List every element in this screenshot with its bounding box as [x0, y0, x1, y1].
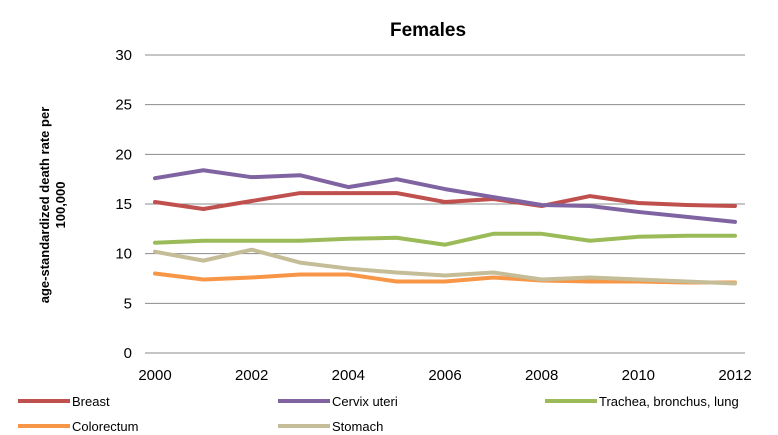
legend-item-colorectum: Colorectum [18, 419, 138, 434]
x-tick-label: 2000 [138, 367, 171, 384]
y-tick-label: 0 [124, 345, 132, 362]
x-tick-label: 2010 [622, 367, 655, 384]
x-tick-label: 2006 [428, 367, 461, 384]
x-tick-label: 2012 [718, 367, 751, 384]
y-tick-label: 10 [115, 246, 132, 263]
y-tick-label: 30 [115, 47, 132, 64]
y-tick-label: 15 [115, 196, 132, 213]
legend-item-stomach: Stomach [278, 419, 383, 434]
x-tick-label: 2008 [525, 367, 558, 384]
series-line-breast [153, 191, 737, 211]
legend-item-trachea-bronchus-lung: Trachea, bronchus, lung [545, 394, 739, 409]
y-axis-label: age-standardized death rate per 100,000 [37, 107, 68, 304]
legend-label: Colorectum [72, 419, 138, 434]
legend: Breast Cervix uteri Trachea, bronchus, lun… [18, 394, 739, 434]
legend-item-cervix-uteri: Cervix uteri [278, 394, 398, 409]
y-axis-label-line-2: 100,000 [53, 182, 68, 229]
series-line-trachea-bronchus-lung [153, 231, 737, 247]
legend-item-breast: Breast [18, 394, 110, 409]
y-axis-label-line-1: age-standardized death rate per [37, 107, 52, 304]
legend-label: Breast [72, 394, 110, 409]
chart-title: Females [390, 20, 466, 41]
y-tick-label: 20 [115, 146, 132, 163]
y-tick-labels: 0 5 10 15 20 25 30 [115, 47, 132, 362]
x-tick-labels: 2000 2002 2004 2006 2008 2010 2012 [138, 367, 751, 384]
legend-label: Trachea, bronchus, lung [599, 394, 739, 409]
series-line-stomach [153, 247, 737, 286]
legend-label: Cervix uteri [332, 394, 398, 409]
legend-label: Stomach [332, 419, 383, 434]
series-lines [153, 168, 737, 286]
x-tick-label: 2004 [332, 367, 365, 384]
y-tick-label: 25 [115, 97, 132, 114]
x-tick-label: 2002 [235, 367, 268, 384]
series-line-cervix-uteri [153, 168, 737, 224]
y-tick-label: 5 [124, 295, 132, 312]
